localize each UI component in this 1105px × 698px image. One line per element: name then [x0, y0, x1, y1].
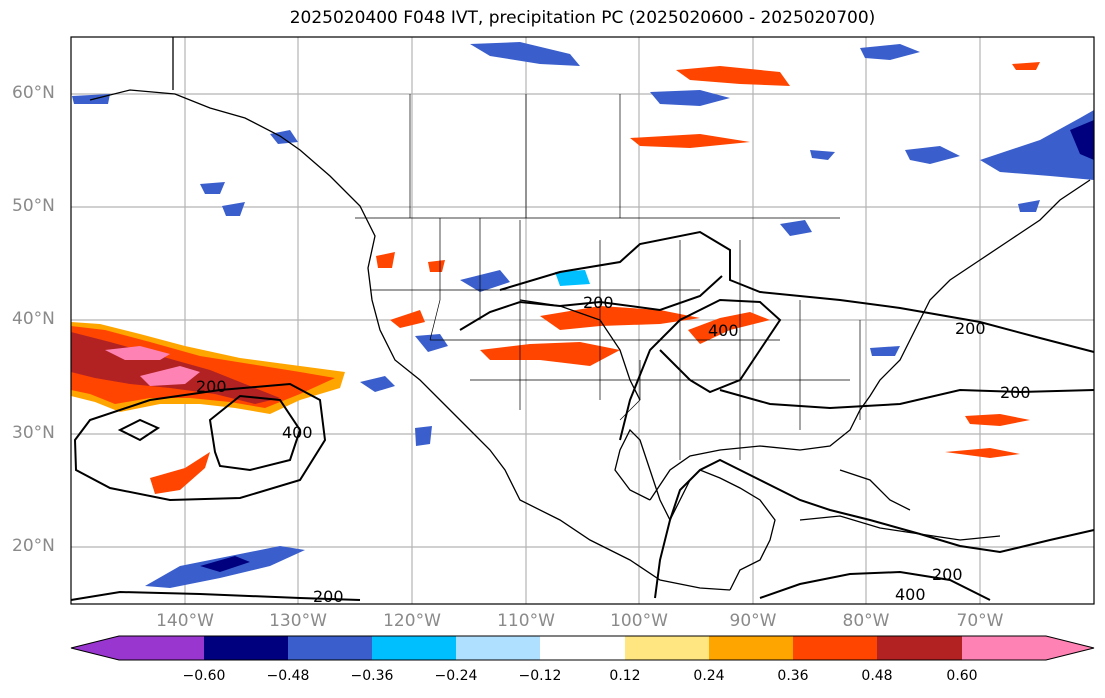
contour-label: 200 — [955, 319, 986, 338]
colorbar-tick: −0.48 — [266, 668, 310, 684]
colorbar-tick: −0.12 — [518, 668, 562, 684]
colorbar-tick: 0.24 — [693, 668, 725, 684]
colorbar-extend-left — [71, 636, 119, 660]
ivt-contours — [70, 230, 1095, 601]
colorbar-tick: −0.36 — [350, 668, 394, 684]
lon-label: 140°W — [156, 611, 214, 631]
contour-label: 200 — [1000, 383, 1031, 402]
colorbar-tick: 0.48 — [861, 668, 893, 684]
contour-label: 200 — [583, 293, 614, 312]
contour-label: 400 — [282, 423, 313, 442]
map-title: 2025020400 F048 IVT, precipitation PC (2… — [289, 8, 876, 28]
colorbar-tick: −0.24 — [434, 668, 478, 684]
contour-labels: 200 200 400 200 200 400 200 400 200 — [196, 293, 1031, 606]
lat-label: 50°N — [12, 196, 55, 216]
lat-label: 60°N — [12, 83, 55, 103]
colorbar — [70, 635, 1095, 661]
precip-negative-areas — [72, 42, 1094, 588]
lon-label: 130°W — [269, 611, 327, 631]
colorbar-tick: 0.60 — [946, 668, 978, 684]
lon-label: 70°W — [956, 611, 1004, 631]
colorbar-tick: 0.12 — [609, 668, 641, 684]
contour-label: 200 — [196, 377, 227, 396]
colorbar-tick: −0.60 — [182, 668, 226, 684]
lat-label: 40°N — [12, 309, 55, 329]
coastlines — [89, 37, 1091, 591]
map-frame — [70, 36, 1095, 605]
lon-label: 120°W — [383, 611, 441, 631]
lon-label: 110°W — [497, 611, 555, 631]
precip-positive-areas — [71, 62, 1040, 494]
contour-label: 200 — [932, 565, 963, 584]
colorbar-tick: 0.36 — [777, 668, 809, 684]
colorbar-outline — [70, 635, 1095, 661]
lat-label: 20°N — [12, 536, 55, 556]
contour-label: 400 — [895, 585, 926, 604]
state-borders — [355, 94, 861, 460]
lon-label: 90°W — [729, 611, 777, 631]
contour-label: 200 — [313, 587, 344, 606]
contour-label: 400 — [708, 321, 739, 340]
lon-label: 100°W — [610, 611, 668, 631]
lon-label: 80°W — [842, 611, 890, 631]
lat-label: 30°N — [12, 423, 55, 443]
colorbar-extend-right — [1046, 636, 1094, 660]
